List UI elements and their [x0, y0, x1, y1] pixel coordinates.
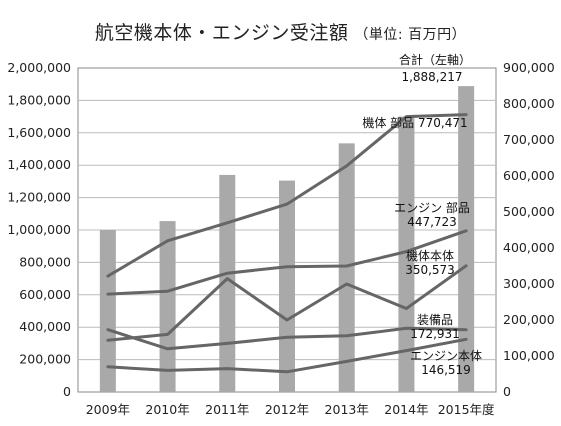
- x-tick-label: 2011年: [205, 402, 249, 417]
- bar-total: [99, 230, 116, 392]
- x-tick-label: 2015年度: [438, 402, 495, 417]
- left-tick-label: 1,800,000: [7, 92, 71, 107]
- bar-total: [398, 116, 415, 392]
- series-line: [106, 264, 468, 342]
- right-tick-label: 200,000: [503, 312, 555, 327]
- series-line: [106, 229, 468, 296]
- left-tick-label: 0: [63, 384, 71, 399]
- annotation-engine-value: 146,519: [421, 363, 471, 377]
- bar-total: [219, 174, 236, 392]
- annotation-engine-parts-value: 447,723: [407, 215, 457, 229]
- annotation-airframe-name: 機体本体: [406, 248, 454, 263]
- left-tick-label: 1,000,000: [7, 222, 71, 237]
- title-text: 航空機本体・エンジン受注額: [94, 22, 349, 44]
- left-tick-label: 2,000,000: [7, 60, 71, 75]
- x-tick-label: 2009年: [86, 402, 130, 417]
- right-tick-label: 100,000: [503, 348, 555, 363]
- x-tick-label: 2010年: [145, 402, 189, 417]
- series-line: [106, 326, 468, 351]
- annotation-total-value: 1,888,217: [401, 70, 462, 84]
- annotation-airframe-value: 350,573: [405, 263, 455, 277]
- right-tick-label: 400,000: [503, 240, 555, 255]
- annotation-equipment-name: 装備品: [417, 312, 453, 327]
- left-tick-label: 600,000: [19, 287, 71, 302]
- left-tick-label: 1,600,000: [7, 125, 71, 140]
- right-tick-label: 800,000: [503, 96, 555, 111]
- series-line: [106, 337, 468, 374]
- annotation-total-label: 合計（左軸）: [399, 52, 471, 67]
- left-tick-label: 400,000: [19, 319, 71, 334]
- bar-total: [279, 180, 295, 392]
- right-tick-label: 0: [503, 384, 511, 399]
- annotation-engine-name: エンジン本体: [410, 349, 482, 363]
- right-tick-label: 500,000: [503, 204, 555, 219]
- series-line: [106, 113, 468, 278]
- right-tick-label: 700,000: [503, 132, 555, 147]
- x-tick-label: 2012年: [265, 402, 309, 417]
- x-tick-label: 2014年: [384, 402, 428, 417]
- chart-title: 航空機本体・エンジン受注額 （単位: 百万円）: [0, 18, 561, 45]
- annotation-engine-parts-name: エンジン 部品: [394, 200, 470, 215]
- x-tick-label: 2013年: [325, 402, 369, 417]
- bar-total: [159, 221, 176, 392]
- annotation-equipment-value: 172,931: [410, 327, 460, 341]
- left-tick-label: 1,200,000: [7, 190, 71, 205]
- bar-total: [338, 143, 355, 392]
- left-tick-label: 1,400,000: [7, 157, 71, 172]
- left-tick-label: 800,000: [19, 254, 71, 269]
- left-tick-label: 200,000: [19, 352, 71, 367]
- unit-note: （単位: 百万円）: [354, 27, 467, 43]
- bar-total: [458, 86, 475, 392]
- annotation-airframe-parts: 機体 部品 770,471: [362, 115, 467, 130]
- right-tick-label: 600,000: [503, 168, 555, 183]
- right-tick-label: 300,000: [503, 276, 555, 291]
- right-tick-label: 900,000: [503, 60, 555, 75]
